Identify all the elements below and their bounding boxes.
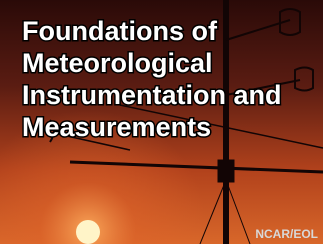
banner-image: Foundations of Meteorological Instrument… bbox=[0, 0, 323, 244]
sun bbox=[76, 220, 100, 244]
title-line: Foundations of bbox=[22, 16, 218, 46]
page: Foundations of Meteorological Instrument… bbox=[0, 0, 323, 244]
title-line: Instrumentation and bbox=[22, 80, 282, 110]
title-line: Meteorological bbox=[22, 48, 213, 78]
photo-credit: NCAR/EOL bbox=[255, 227, 318, 241]
title-line: Measurements bbox=[22, 112, 211, 142]
